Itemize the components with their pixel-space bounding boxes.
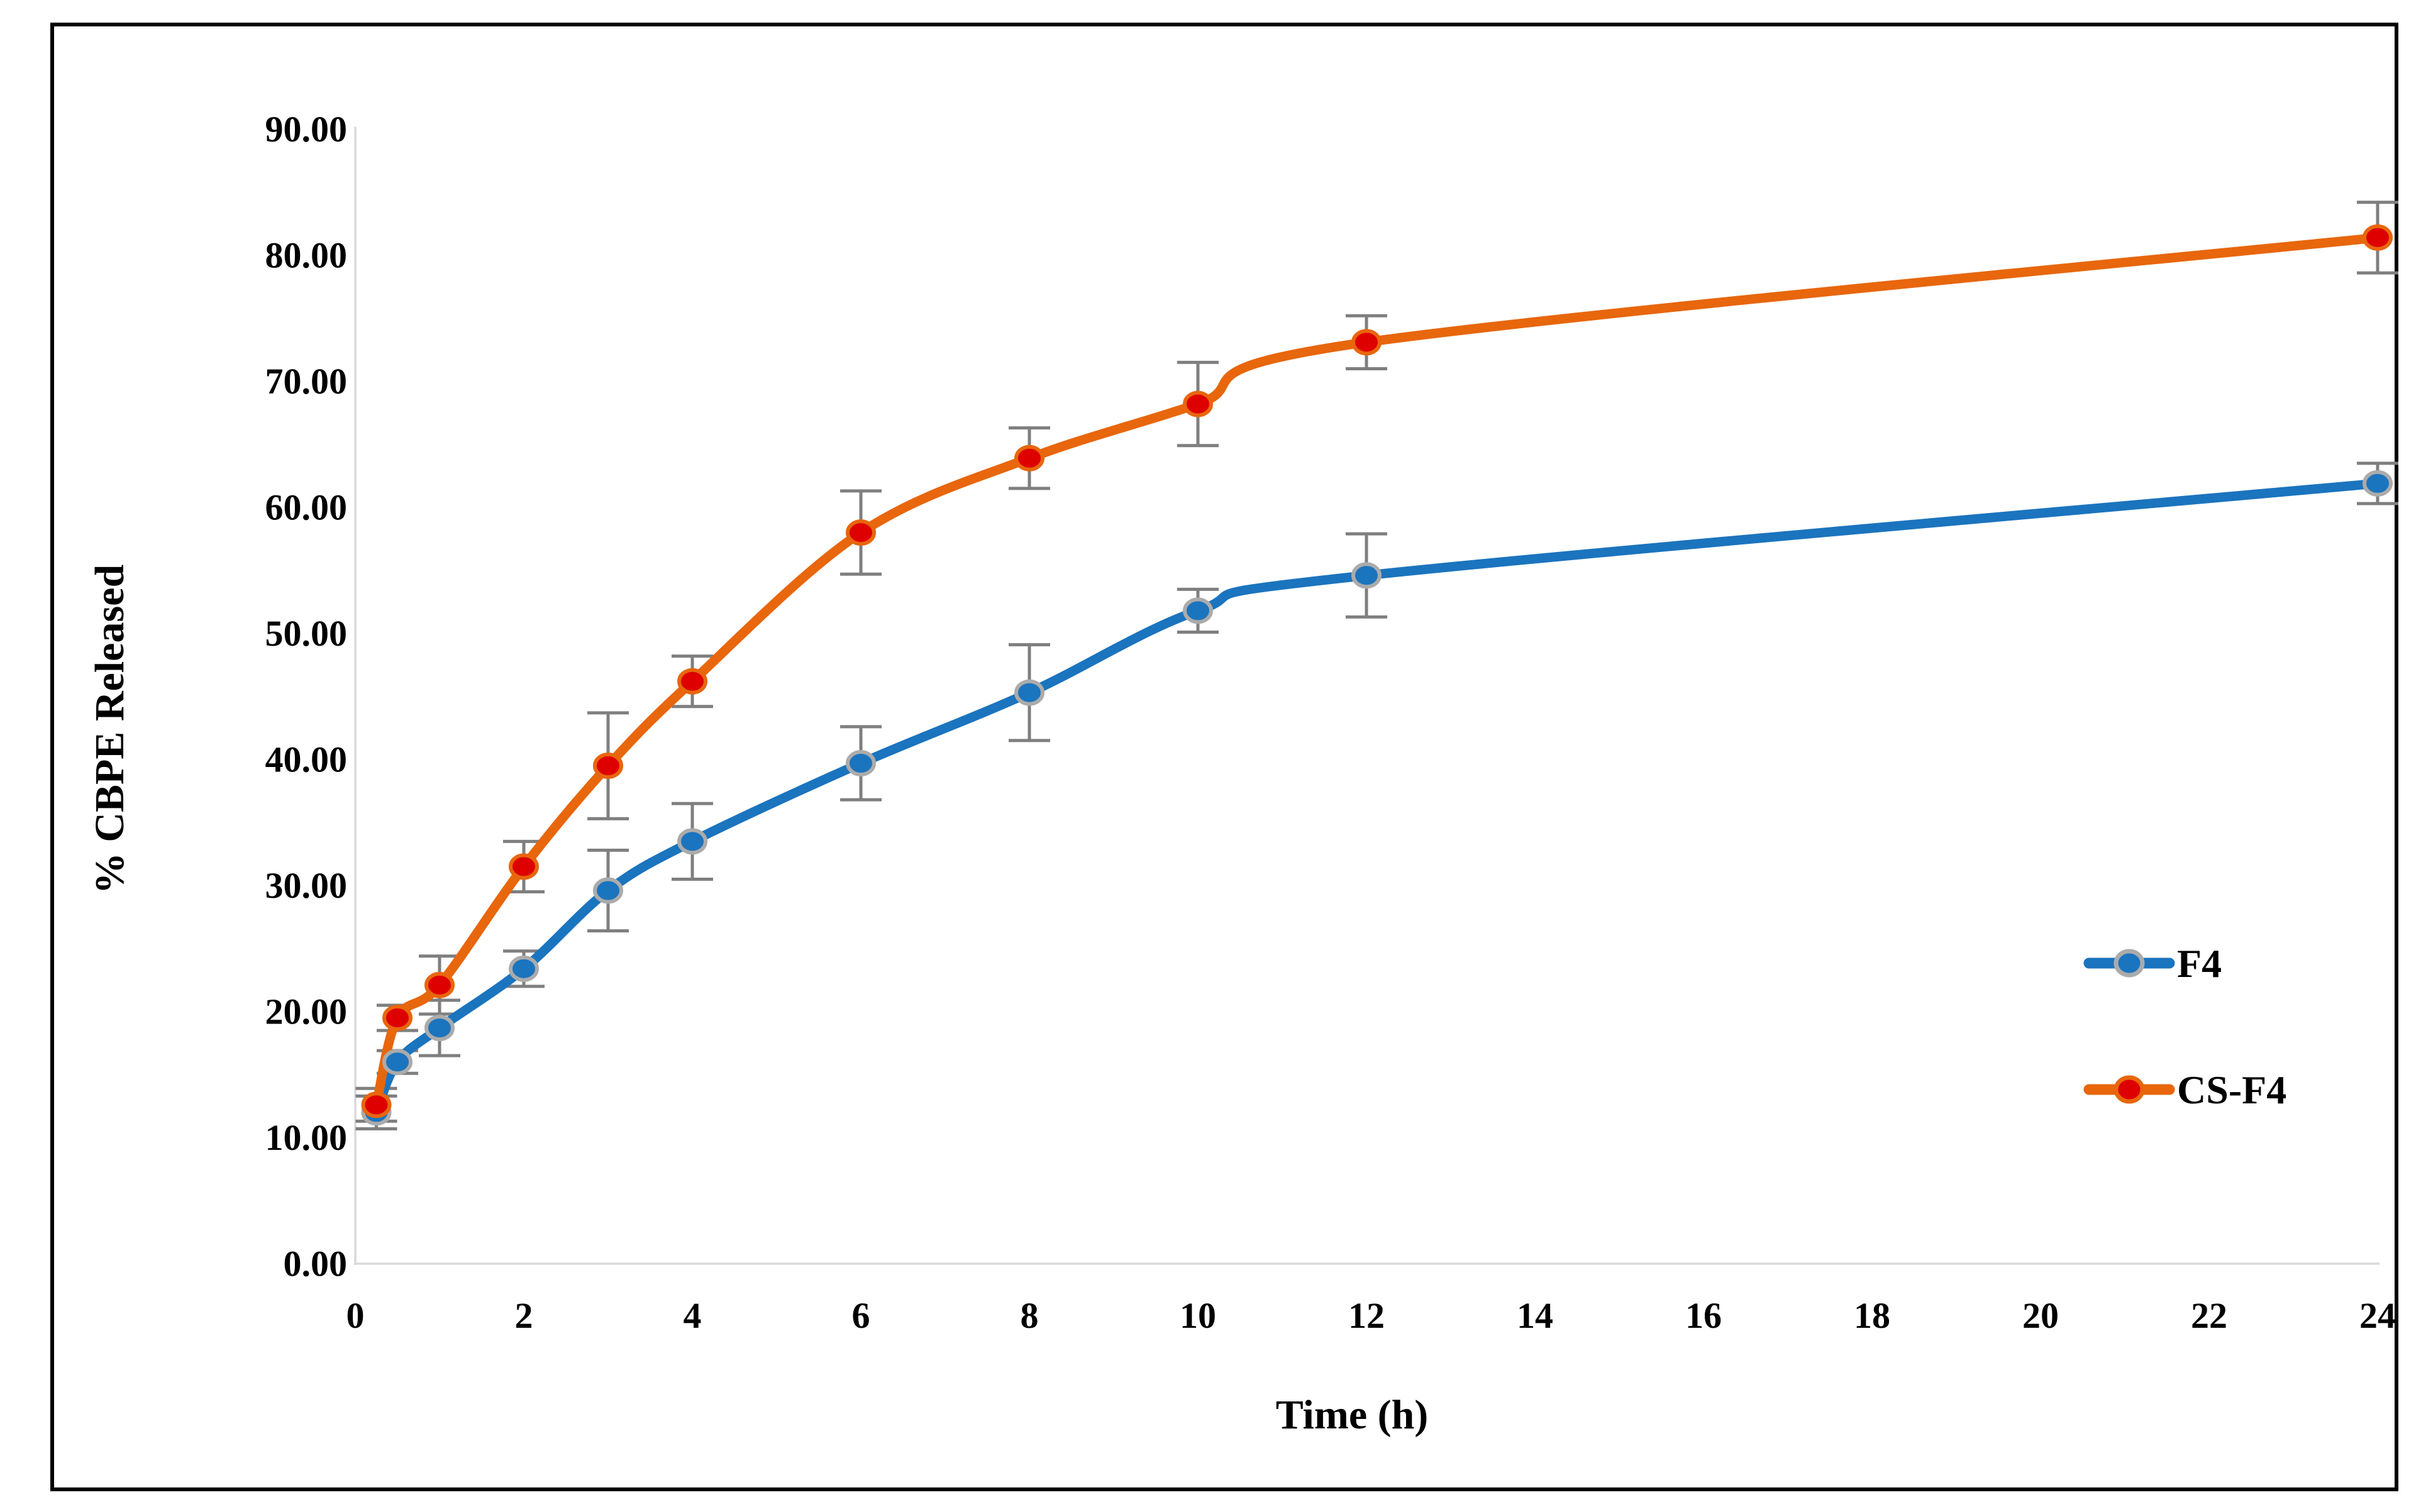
x-axis-tick-labels: 0 2 4 6 8 10 12 14 16 18 20 22 24 [346, 1295, 2396, 1336]
x-tick-label: 0 [346, 1295, 365, 1336]
data-point-cs-f4 [677, 668, 707, 695]
x-tick-label: 24 [2359, 1295, 2396, 1336]
legend-marker-f4-icon [2114, 949, 2145, 978]
data-point-f4 [424, 1015, 455, 1042]
data-point-f4 [593, 877, 623, 904]
y-axis-tick-labels: 0.00 10.00 20.00 30.00 40.00 50.00 60.00 70.00 8… [265, 109, 348, 1284]
series-lines [372, 233, 2383, 1117]
legend-label-cs-f4: CS-F4 [2177, 1068, 2286, 1112]
data-point-f4 [1351, 562, 1382, 589]
x-tick-label: 14 [1517, 1295, 1553, 1336]
x-tick-label: 6 [852, 1295, 870, 1336]
y-tick-label: 70.00 [265, 361, 348, 402]
data-point-cs-f4 [361, 1091, 392, 1118]
y-tick-label: 20.00 [265, 991, 348, 1032]
x-axis-title: Time (h) [1276, 1392, 1429, 1438]
data-point-f4 [846, 750, 876, 777]
data-point-f4 [382, 1049, 413, 1076]
series-line-cs-f4 [372, 233, 2383, 1110]
x-tick-label: 16 [1685, 1295, 1722, 1336]
y-tick-label: 0.00 [284, 1244, 348, 1284]
y-axis-title: % CBPE Released [87, 565, 133, 894]
x-tick-label: 18 [1854, 1295, 1890, 1336]
data-point-cs-f4 [382, 1005, 413, 1032]
data-point-f4 [2363, 470, 2393, 497]
legend-label-f4: F4 [2177, 941, 2222, 986]
x-tick-label: 12 [1348, 1295, 1385, 1336]
y-tick-label: 40.00 [265, 739, 348, 780]
y-tick-label: 50.00 [265, 613, 348, 654]
figure-border [50, 23, 2398, 1491]
data-point-cs-f4 [593, 753, 623, 780]
data-point-cs-f4 [1014, 444, 1044, 472]
y-tick-label: 90.00 [265, 109, 348, 150]
data-point-f4 [677, 828, 707, 855]
axes [354, 126, 2379, 1265]
x-tick-label: 22 [2191, 1295, 2227, 1336]
data-point-f4 [1014, 679, 1044, 706]
x-tick-label: 2 [515, 1295, 533, 1336]
y-tick-label: 60.00 [265, 487, 348, 528]
data-point-cs-f4 [424, 971, 455, 998]
x-tick-label: 8 [1021, 1295, 1039, 1336]
data-point-cs-f4 [509, 853, 539, 880]
x-tick-label: 4 [684, 1295, 702, 1336]
data-point-cs-f4 [2363, 224, 2393, 251]
data-point-cs-f4 [846, 519, 876, 546]
y-tick-label: 10.00 [265, 1117, 348, 1158]
data-point-cs-f4 [1183, 390, 1213, 417]
x-tick-label: 20 [2022, 1295, 2059, 1336]
legend-entry-f4: F4 [2083, 941, 2222, 986]
legend: F4 CS-F4 [2083, 941, 2286, 1112]
data-point-markers [361, 224, 2393, 1126]
y-tick-label: 80.00 [265, 235, 348, 276]
data-point-f4 [509, 955, 539, 982]
x-tick-label: 10 [1180, 1295, 1216, 1336]
series-line-f4 [372, 478, 2383, 1117]
data-point-cs-f4 [1351, 329, 1382, 356]
data-point-f4 [1183, 597, 1213, 624]
legend-marker-cs-f4-icon [2114, 1075, 2145, 1104]
legend-entry-cs-f4: CS-F4 [2083, 1068, 2286, 1112]
y-tick-label: 30.00 [265, 865, 348, 906]
